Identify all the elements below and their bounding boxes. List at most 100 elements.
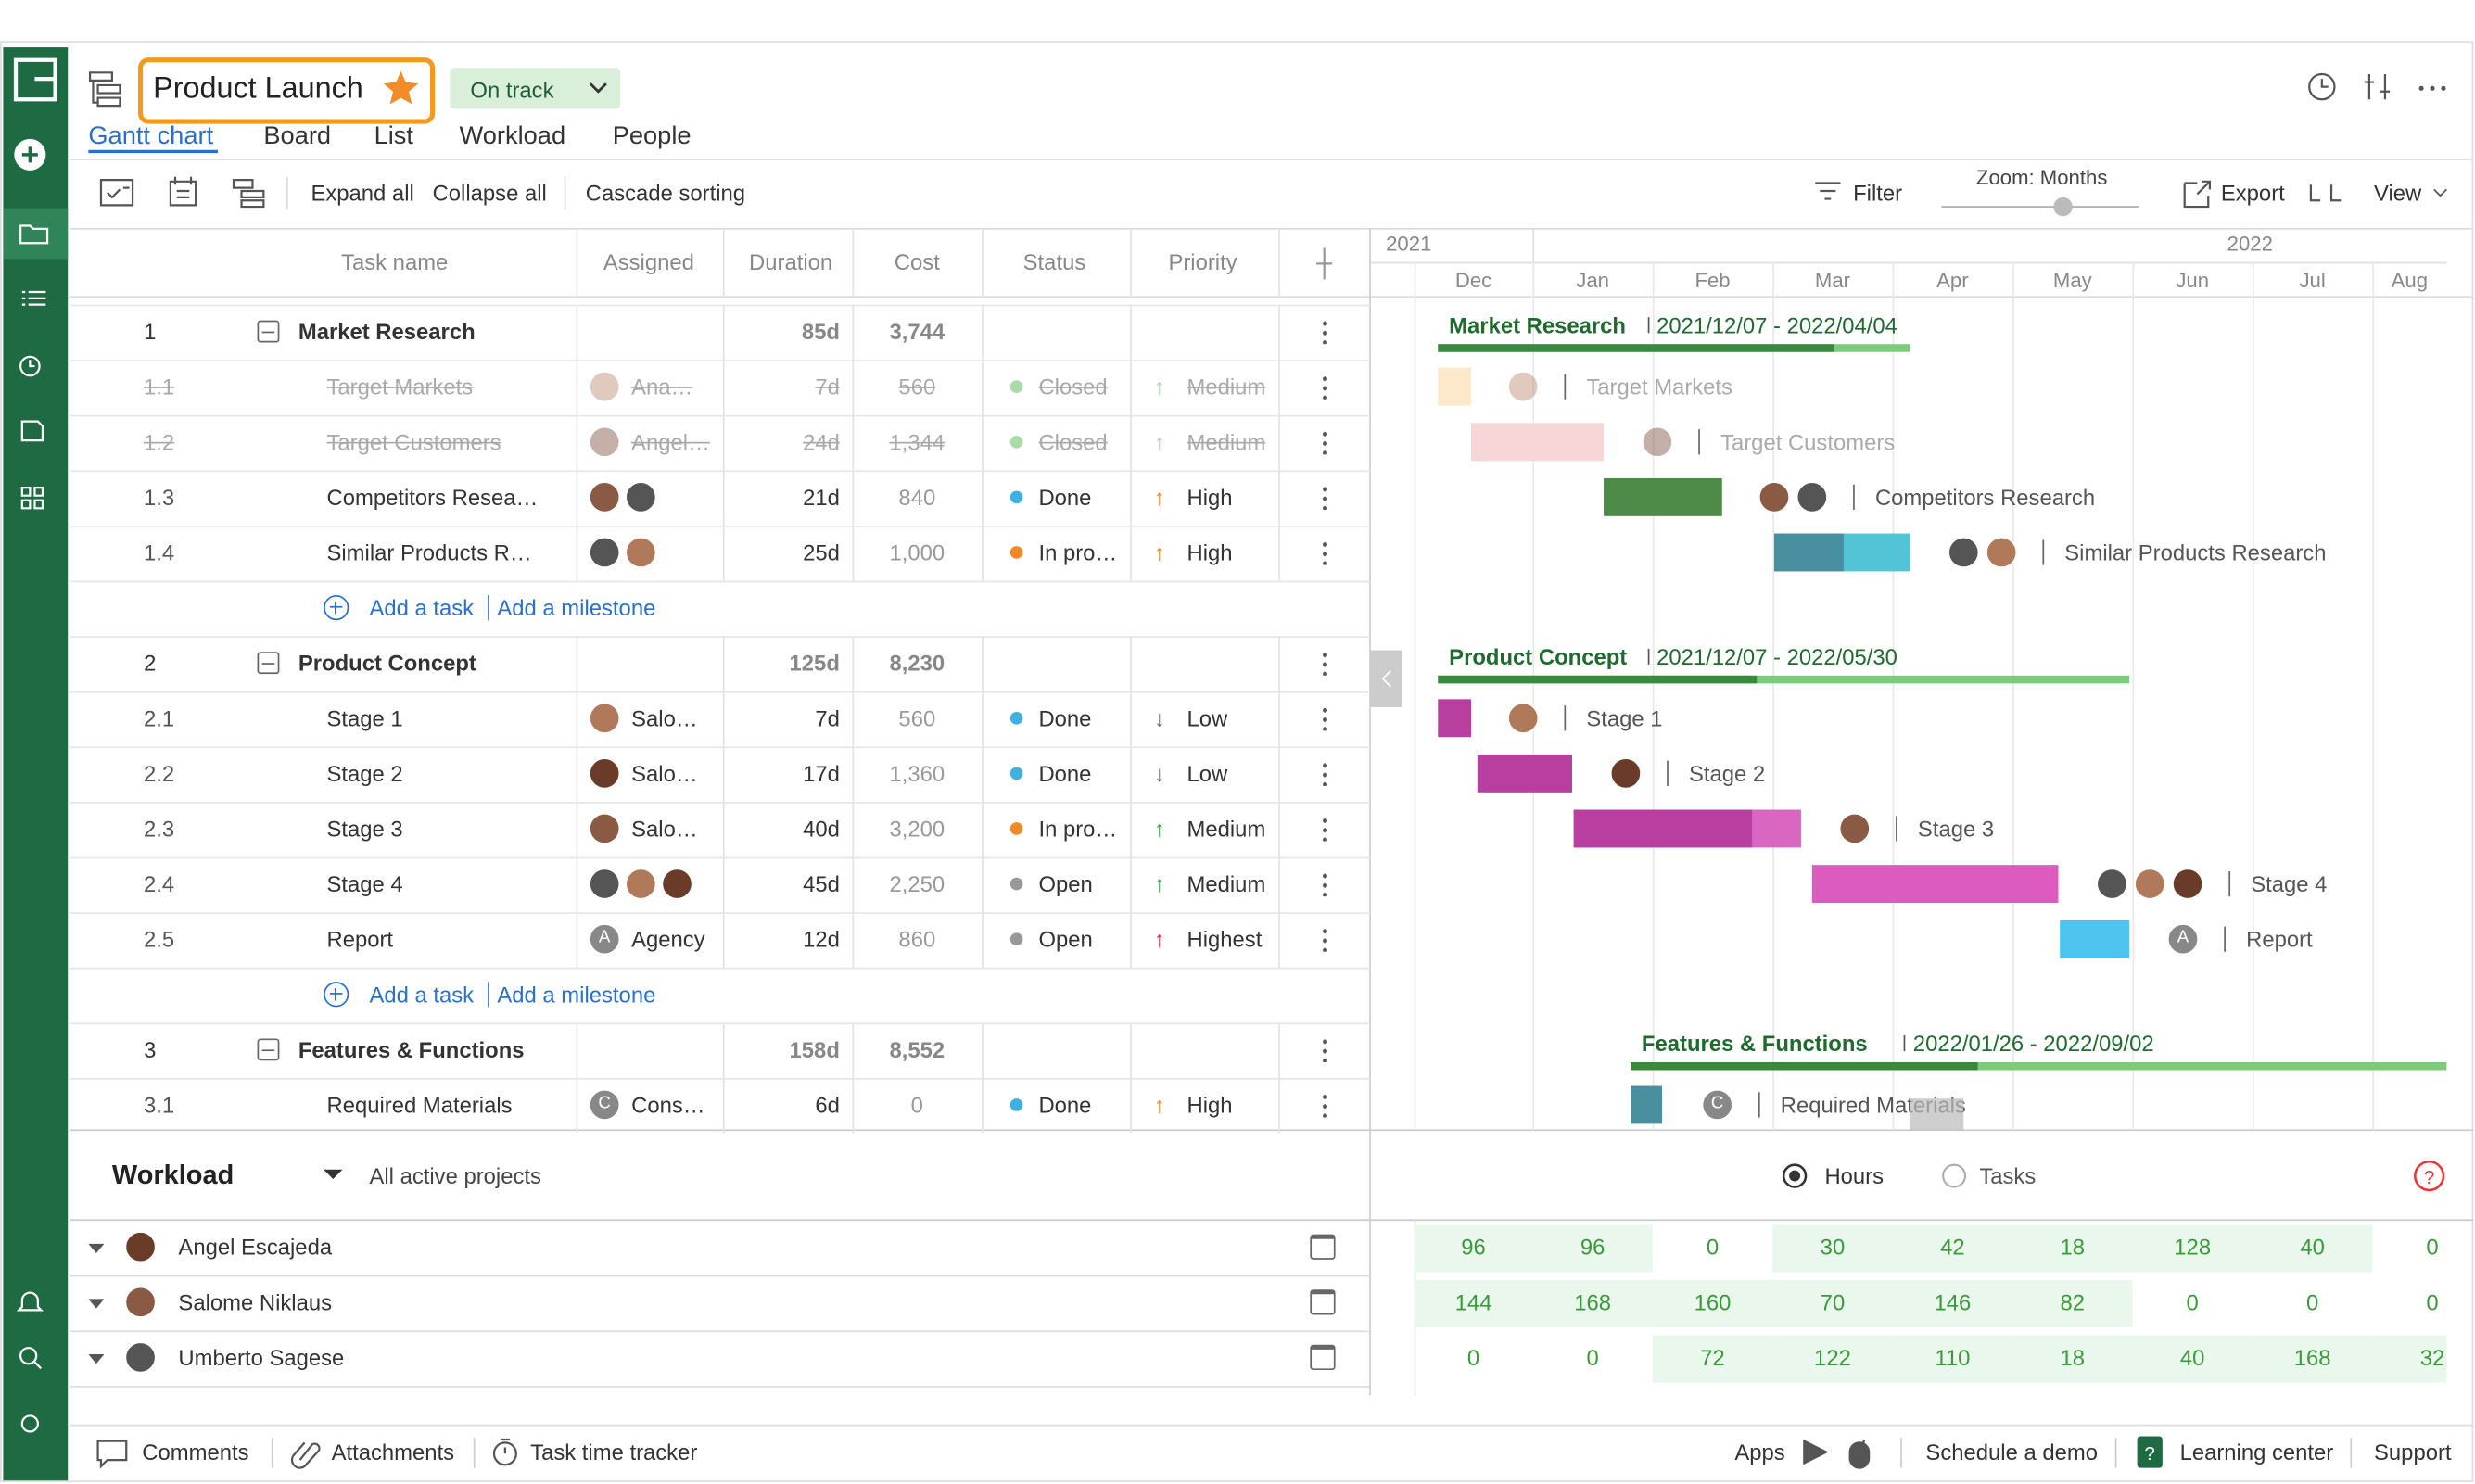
divider (1278, 856, 1280, 913)
avatar (1796, 481, 1828, 514)
workload-cell (1772, 1279, 1893, 1328)
group-duration: 85d (801, 318, 840, 345)
group-name: Product Concept (298, 650, 476, 676)
divider (722, 636, 725, 691)
row-menu (1322, 318, 1328, 345)
app-frame (0, 41, 2474, 1482)
workload-hours: 0 (2186, 1289, 2199, 1315)
gantt-bar (2060, 920, 2130, 958)
task-id: 2.3 (143, 816, 175, 842)
task-status: Closed (1038, 429, 1108, 455)
task-priority: Medium (1187, 374, 1266, 400)
task-name: Stage 2 (326, 760, 403, 786)
divider (722, 912, 725, 968)
divider (1278, 470, 1280, 526)
column-header: Assigned (603, 249, 694, 275)
month: Jul (2299, 268, 2326, 293)
gantt-task-label: Similar Products Research (2064, 539, 2327, 565)
workload-hours: 168 (1574, 1289, 1612, 1315)
footer-link: Schedule a demo (1925, 1439, 2098, 1465)
collapse-toggle (257, 1038, 280, 1061)
divider (1652, 261, 1655, 1131)
month: Apr (1936, 268, 1969, 293)
gantt-bar (1604, 477, 1722, 516)
workload-scope: All active projects (369, 1162, 541, 1189)
workload-hours: 0 (1466, 1344, 1480, 1371)
divider (473, 1438, 476, 1468)
avatar (625, 536, 657, 569)
divider (852, 1022, 855, 1079)
gantt-separator (1564, 705, 1567, 731)
divider (1414, 261, 1416, 1131)
divider (2114, 1438, 2117, 1468)
divider (576, 414, 578, 471)
divider (852, 360, 855, 415)
toolbar-button: Filter (1853, 180, 1903, 206)
workload-cell (1414, 1279, 1533, 1328)
workload-cell (1892, 1224, 2013, 1273)
divider (1532, 261, 1535, 1131)
divider (982, 526, 984, 581)
task-assigned: Salo… (631, 816, 698, 842)
divider (982, 304, 984, 361)
gantt-bar-progress (1773, 533, 1844, 572)
column-header: Duration (749, 249, 833, 275)
workload-cell (2012, 1224, 2133, 1273)
priority-arrow: ↑ (1153, 374, 1165, 400)
task-priority: Low (1187, 760, 1228, 786)
divider (1130, 228, 1132, 298)
workload-hours: 146 (1934, 1289, 1972, 1315)
divider (576, 912, 578, 968)
workload-hours: 40 (2179, 1344, 2205, 1371)
task-duration: 21d (803, 484, 840, 511)
gantt-task-label: Target Customers (1720, 429, 1896, 455)
gantt-separator (1698, 429, 1700, 455)
add-icon (324, 982, 349, 1008)
divider (982, 636, 984, 691)
gantt-bar (1631, 1085, 1663, 1124)
workload-hours: 168 (2293, 1344, 2331, 1371)
task-status: Closed (1038, 374, 1108, 400)
gantt-task-label: Stage 2 (1689, 760, 1766, 786)
gantt-group-bar (1631, 1061, 2447, 1071)
add-icon (324, 594, 349, 621)
calendar-icon (1310, 1234, 1336, 1260)
task-status: Done (1038, 760, 1092, 786)
add-milestone: Add a milestone (497, 594, 656, 621)
avatar (1948, 536, 1980, 569)
divider (576, 360, 578, 415)
task-priority: Medium (1187, 870, 1266, 897)
row-menu (1322, 484, 1328, 511)
task-assigned: Angel… (631, 429, 710, 455)
divider (2350, 1438, 2353, 1468)
divider (982, 470, 984, 526)
divider (722, 304, 725, 361)
divider (1130, 912, 1132, 968)
divider (852, 526, 855, 581)
divider (1892, 261, 1895, 1131)
divider (1130, 360, 1132, 415)
workload-cell (2012, 1335, 2133, 1383)
task-priority: High (1187, 484, 1233, 511)
sidebar-icons (3, 57, 69, 1433)
row-menu (1322, 760, 1328, 786)
gantt-separator (1667, 760, 1669, 786)
priority-arrow: ↓ (1153, 760, 1165, 786)
row-border (69, 470, 1371, 473)
group-id: 1 (144, 318, 157, 345)
link-separator (488, 594, 489, 621)
divider (982, 856, 984, 913)
divider (2012, 261, 2014, 1131)
divider (1130, 470, 1132, 526)
avatar (2172, 868, 2204, 900)
toolbar-button: Export (2220, 180, 2285, 206)
task-cost: 0 (910, 1092, 923, 1118)
row-border (69, 1022, 1371, 1025)
avatar-initial: A (2166, 923, 2200, 956)
scroll-hint (1910, 1098, 1964, 1131)
link-separator (488, 982, 489, 1008)
gantt-separator (1758, 1092, 1760, 1118)
row-border (69, 1386, 1371, 1388)
gantt-separator (2224, 926, 2226, 952)
divider (1278, 360, 1280, 415)
